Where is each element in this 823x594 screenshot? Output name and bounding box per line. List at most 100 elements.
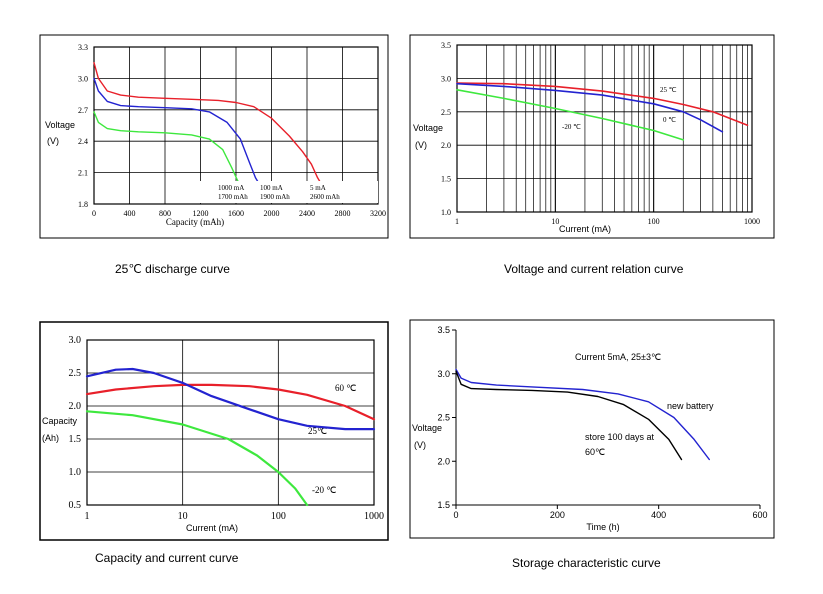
- chart3-series-label-minus20c: -20 ℃: [312, 485, 336, 495]
- chart1-plot-frame: [93, 46, 379, 205]
- chart3-xlabel: Current (mA): [186, 523, 238, 533]
- chart4-ytick-label: 3.5: [437, 325, 450, 335]
- chart1-legend-3-line2: 2600 mAh: [310, 193, 340, 201]
- chart1-xtick-label: 1600: [228, 209, 244, 218]
- chart3-ytick-label: 0.5: [69, 500, 82, 511]
- chart1-series-line-green: [93, 111, 243, 186]
- panel-frame-1: [39, 34, 389, 239]
- chart1-xtick-label: 0: [92, 209, 96, 218]
- chart2-series-line-green: [456, 89, 685, 141]
- chart3-grid: [86, 339, 375, 506]
- chart4-ytick-label: 2.5: [437, 413, 450, 423]
- chart4-series-line-black: [455, 370, 683, 461]
- chart2-series-label-minus20c: -20 ℃: [562, 123, 581, 131]
- chart2-xlabel: Current (mA): [559, 224, 611, 234]
- chart3-series-label-60c: 60 ℃: [335, 383, 356, 393]
- chart1-grid: [93, 46, 379, 205]
- panel-frame-2: [409, 34, 775, 239]
- chart2-ytick-label: 1.0: [441, 208, 451, 217]
- chart2-ytick-label: 3.5: [441, 41, 451, 50]
- chart2-ytick-label: 2.0: [441, 141, 451, 150]
- chart1-xtick-label: 2400: [299, 209, 315, 218]
- chart1-legend-1-line1: 1000 mA: [218, 184, 244, 192]
- chart-discharge-curve: Capacity (mAh) Voltage (V) 0 400 800 1200 16…: [45, 43, 386, 227]
- chart1-legend-3-line1: 5 mA: [310, 184, 326, 192]
- chart4-series-label-new: new battery: [667, 401, 714, 411]
- chart1-ytick-label: 3.3: [78, 43, 88, 52]
- chart1-series-line-blue: [93, 77, 261, 186]
- chart1-ytick-label: 2.1: [78, 169, 88, 178]
- chart3-xtick-label: 10: [178, 511, 188, 522]
- caption-capacity-current: Capacity and current curve: [95, 551, 239, 565]
- chart3-xtick-label: 1: [85, 511, 90, 522]
- chart2-ylabel-line2: (V): [415, 140, 427, 150]
- chart4-series-line-blue: [455, 368, 710, 461]
- chart1-legend-box: [200, 181, 378, 203]
- chart2-series-label-25c: 25 ℃: [660, 86, 677, 94]
- chart1-legend-2-line1: 100 mA: [260, 184, 283, 192]
- chart3-ytick-label: 1.5: [69, 434, 82, 445]
- chart2-ylabel-line1: Voltage: [413, 123, 443, 133]
- chart2-xtick-label: 1000: [744, 217, 760, 226]
- chart3-ytick-label: 3.0: [69, 335, 82, 346]
- chart1-xtick-label: 2000: [264, 209, 280, 218]
- chart2-xtick-label: 10: [551, 217, 559, 226]
- caption-storage-characteristic: Storage characteristic curve: [512, 556, 661, 570]
- chart3-series-line-green: [85, 410, 309, 507]
- chart4-series-label-store-line2: 60℃: [585, 447, 605, 457]
- chart4-xlabel: Time (h): [586, 522, 619, 532]
- chart3-series-label-25c: 25℃: [308, 426, 327, 436]
- chart4-xtick-label: 400: [651, 510, 666, 520]
- chart4-ytick-label: 3.0: [437, 369, 450, 379]
- chart1-ytick-label: 2.7: [78, 106, 88, 115]
- chart3-plot-frame: [86, 339, 375, 506]
- chart1-legend-1-line2: 1700 mAh: [218, 193, 248, 201]
- chart4-xtick-label: 600: [752, 510, 767, 520]
- chart1-ytick-label: 3.0: [78, 74, 88, 83]
- chart2-xtick-label: 1: [455, 217, 459, 226]
- chart-storage-characteristic: Time (h) Voltage (V) Current 5mA, 25±3℃ …: [412, 325, 768, 532]
- chart4-ylabel-line1: Voltage: [412, 423, 442, 433]
- chart4-ytick-label: 1.5: [437, 500, 450, 510]
- chart2-ytick-label: 2.5: [441, 108, 451, 117]
- chart3-ytick-label: 2.5: [69, 368, 82, 379]
- chart1-ytick-label: 2.4: [78, 137, 88, 146]
- chart2-series-line-blue: [456, 82, 724, 133]
- chart1-ylabel-line1: Voltage: [45, 120, 75, 130]
- chart2-ytick-label: 3.0: [441, 74, 451, 83]
- panel-frame-3: [39, 321, 389, 541]
- chart4-ytick-label: 2.0: [437, 456, 450, 466]
- caption-discharge-curve: 25℃ discharge curve: [115, 262, 230, 276]
- chart1-xtick-label: 3200: [370, 209, 386, 218]
- panel-frame-4: [409, 319, 775, 539]
- chart4-title: Current 5mA, 25±3℃: [575, 352, 661, 362]
- chart1-series-line-red: [93, 62, 323, 186]
- chart1-xtick-label: 800: [159, 209, 171, 218]
- chart1-legend-2-line2: 1900 mAh: [260, 193, 290, 201]
- chart3-ylabel-line1: Capacity: [42, 416, 78, 426]
- chart1-ylabel-line2: (V): [47, 136, 59, 146]
- chart-capacity-current: Current (mA) Capacity (Ah) 60 ℃ 25℃ -20 …: [42, 335, 384, 533]
- chart-voltage-current: Current (mA) Voltage (V) 25 ℃ 0 ℃ -20 ℃ …: [413, 41, 760, 234]
- chart3-xtick-label: 1000: [364, 511, 384, 522]
- chart2-series-line-red: [456, 82, 749, 126]
- chart2-series-label-0c: 0 ℃: [663, 116, 676, 124]
- chart2-grid: [456, 44, 753, 213]
- chart2-ytick-label: 1.5: [441, 175, 451, 184]
- chart2-plot-frame: [456, 44, 753, 213]
- chart3-ylabel-line2: (Ah): [42, 433, 59, 443]
- chart3-xtick-label: 100: [271, 511, 286, 522]
- chart1-xtick-label: 400: [124, 209, 136, 218]
- caption-voltage-current: Voltage and current relation curve: [504, 262, 684, 276]
- chart2-xtick-label: 100: [648, 217, 660, 226]
- chart1-xlabel: Capacity (mAh): [166, 217, 224, 227]
- chart4-xtick-label: 200: [550, 510, 565, 520]
- chart1-xtick-label: 2800: [335, 209, 351, 218]
- chart1-ytick-label: 1.8: [78, 200, 88, 209]
- chart3-series-line-red: [85, 383, 376, 421]
- chart4-ylabel-line2: (V): [414, 440, 426, 450]
- chart3-ytick-label: 2.0: [69, 401, 82, 412]
- chart4-series-label-store-line1: store 100 days at: [585, 432, 655, 442]
- chart4-grid: [452, 329, 761, 509]
